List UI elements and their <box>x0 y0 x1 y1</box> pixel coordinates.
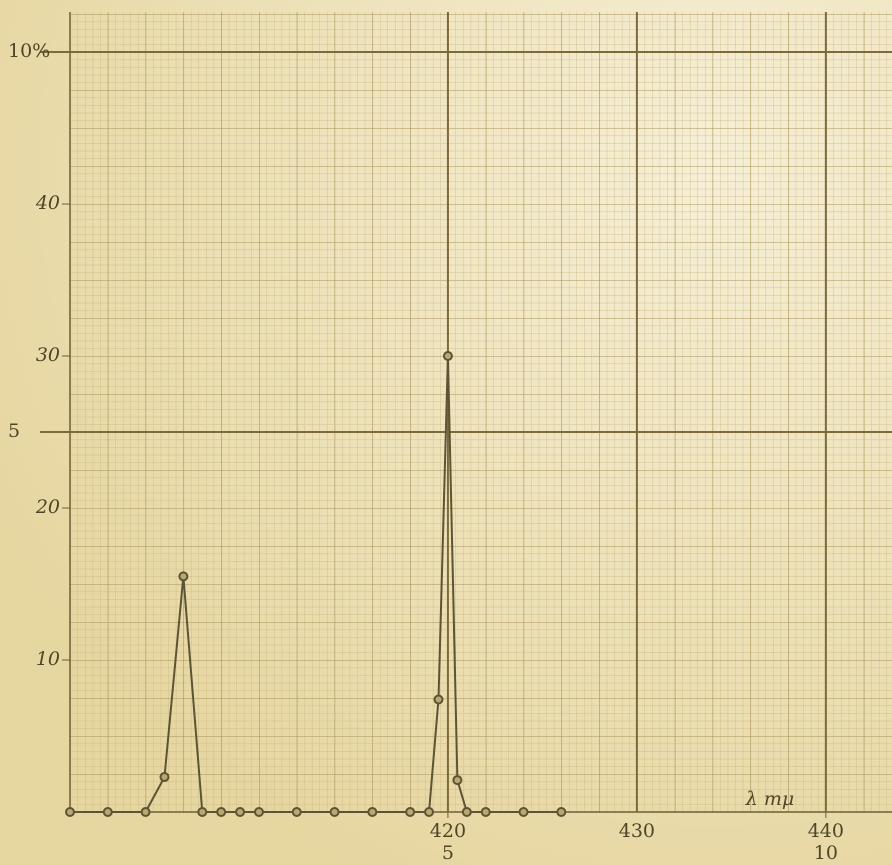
y-tick-label: 20 <box>35 496 60 518</box>
data-point <box>329 807 340 817</box>
y2-tick-label: 10% <box>8 40 50 62</box>
data-point <box>433 694 444 705</box>
data-point <box>65 807 75 817</box>
data-point <box>178 571 189 582</box>
y-tick-label: 30 <box>36 344 60 366</box>
x2-tick-label: 5 <box>442 842 454 864</box>
x2-tick-label: 10 <box>814 842 838 864</box>
y2-tick-label: 5 <box>8 420 20 442</box>
data-point <box>367 807 378 817</box>
y-tick-label: 10 <box>36 648 60 670</box>
data-point <box>253 807 264 817</box>
data-point <box>235 807 246 817</box>
x-tick-label: 440 <box>808 820 844 842</box>
data-point <box>216 807 227 817</box>
data-point <box>405 807 416 817</box>
data-point <box>424 807 435 817</box>
x-tick-label: 430 <box>619 820 655 842</box>
y-tick-label: 40 <box>35 192 60 214</box>
data-point <box>518 807 529 817</box>
x-axis-label: λ mμ <box>745 788 794 810</box>
data-point <box>480 807 491 817</box>
data-point <box>442 351 453 361</box>
data-point <box>452 775 463 786</box>
data-point <box>140 807 151 817</box>
data-point <box>197 807 208 817</box>
data-point <box>291 807 302 817</box>
data-point <box>159 772 170 783</box>
x-tick-label: 420 <box>430 820 466 842</box>
data-point <box>461 807 472 817</box>
mid-grid <box>70 12 892 812</box>
data-point <box>102 807 113 817</box>
data-point <box>556 807 567 817</box>
